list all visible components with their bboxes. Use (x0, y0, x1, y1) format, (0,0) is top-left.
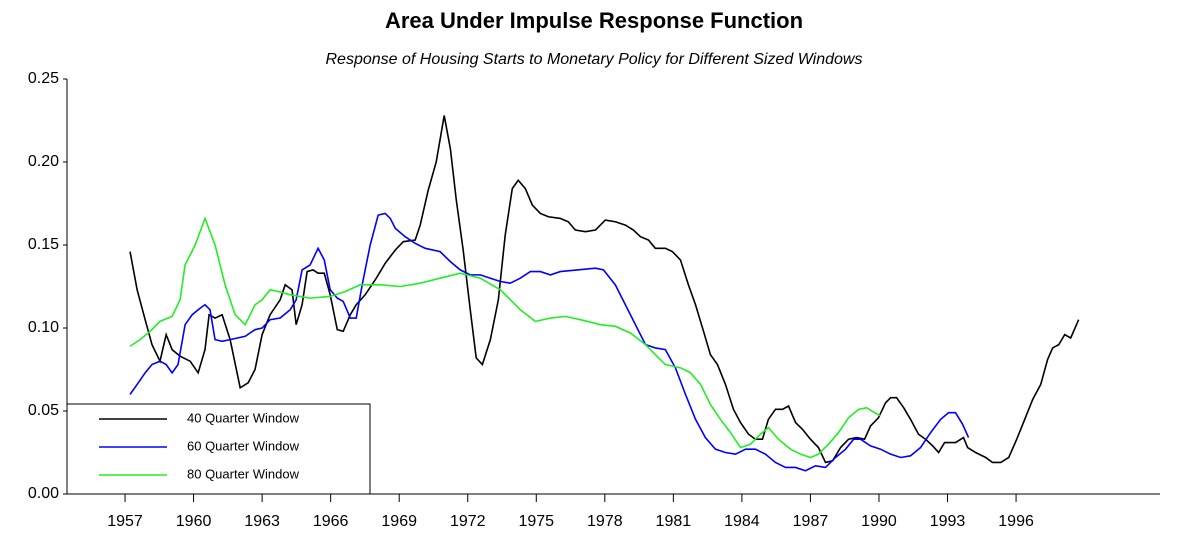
x-tick-label: 1993 (930, 513, 966, 530)
x-tick-label: 1966 (313, 513, 349, 530)
series-line (129, 115, 1080, 464)
x-tick-label: 1996 (998, 513, 1034, 530)
legend-label: 40 Quarter Window (187, 410, 300, 425)
x-tick-label: 1984 (724, 513, 760, 530)
x-tick-label: 1975 (518, 513, 554, 530)
x-tick-label: 1972 (450, 513, 486, 530)
x-tick-label: 1990 (861, 513, 897, 530)
x-tick-label: 1963 (244, 513, 280, 530)
y-tick-label: 0.05 (28, 402, 59, 419)
series-line (129, 212, 970, 472)
y-tick-label: 0.00 (28, 485, 59, 502)
chart-subtitle: Response of Housing Starts to Monetary P… (326, 51, 863, 68)
x-tick-label: 1978 (587, 513, 623, 530)
y-tick-label: 0.25 (28, 70, 59, 87)
x-tick-label: 1987 (793, 513, 829, 530)
x-tick-label: 1981 (656, 513, 692, 530)
x-tick-label: 1960 (176, 513, 212, 530)
y-tick-label: 0.15 (28, 236, 59, 253)
legend-label: 80 Quarter Window (187, 466, 300, 481)
y-tick-label: 0.20 (28, 153, 59, 170)
x-tick-label: 1969 (381, 513, 417, 530)
legend-label: 60 Quarter Window (187, 438, 300, 453)
chart-title: Area Under Impulse Response Function (385, 8, 803, 33)
series-line (129, 216, 881, 459)
y-tick-label: 0.10 (28, 319, 59, 336)
x-tick-label: 1957 (107, 513, 143, 530)
